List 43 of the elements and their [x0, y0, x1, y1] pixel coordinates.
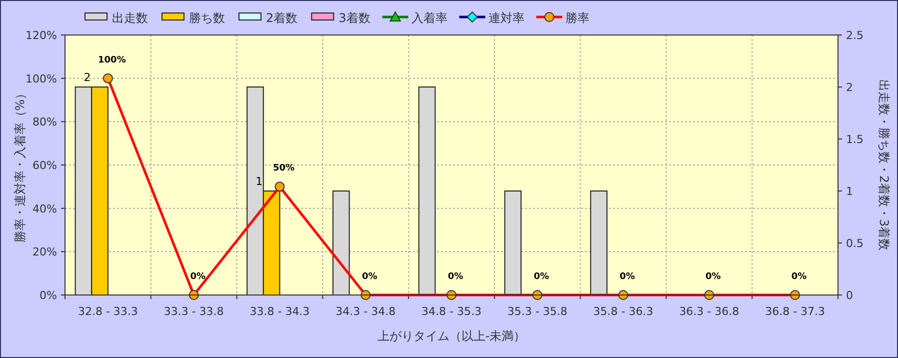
y2-tick-label: 0.5: [846, 237, 864, 250]
data-label: 100%: [98, 55, 126, 66]
data-label: 0%: [362, 272, 378, 282]
x-tick-label: 33.8 - 34.3: [250, 305, 310, 318]
legend-label: 勝ち数: [189, 11, 225, 25]
legend-label: 3着数: [338, 11, 370, 25]
data-label: 0%: [190, 272, 206, 282]
data-label: 0%: [706, 272, 721, 282]
y-tick-label: 60%: [32, 159, 57, 172]
y-tick-label: 80%: [32, 116, 57, 129]
legend-label: 入着率: [411, 11, 448, 25]
x-tick-label: 36.3 - 36.8: [679, 305, 740, 318]
x-tick-label: 34.8 - 35.3: [422, 305, 482, 318]
legend-label: 連対率: [488, 11, 524, 25]
data-label: 0%: [620, 272, 635, 282]
y-tick-label: 100%: [26, 72, 57, 86]
y2-tick-label: 2: [846, 81, 853, 94]
legend-label: 2着数: [266, 11, 298, 25]
y2-tick-label: 1: [846, 185, 853, 198]
y-tick-label: 120%: [26, 29, 57, 42]
data-label: 0%: [448, 272, 464, 282]
x-tick-label: 33.3 - 33.8: [164, 305, 224, 318]
data-label: 2: [84, 71, 91, 84]
y-tick-label: 0%: [40, 289, 57, 302]
x-tick-label: 36.8 - 37.3: [765, 305, 826, 318]
y2-tick-label: 0: [846, 289, 853, 302]
x-axis-title: 上がりタイム（以上-未満）: [377, 329, 526, 343]
data-label: 0%: [534, 272, 550, 282]
y-axis-title: 勝率・連対率・入着率（%）: [13, 87, 27, 243]
y2-axis-title: 出走数・勝ち数・2着数・3着数: [877, 79, 891, 251]
x-tick-label: 32.8 - 33.3: [78, 305, 138, 318]
y-tick-label: 40%: [32, 202, 57, 216]
y2-tick-label: 1.5: [846, 133, 864, 146]
data-label: 50%: [272, 164, 294, 174]
y2-tick-label: 2.5: [846, 29, 864, 42]
legend-label: 出走数: [112, 11, 148, 25]
x-tick-label: 35.3 - 35.8: [507, 305, 568, 318]
x-tick-label: 34.3 - 34.8: [336, 305, 396, 318]
data-label: 0%: [791, 272, 807, 282]
y-tick-label: 20%: [32, 246, 57, 259]
legend-label: 勝率: [565, 11, 590, 25]
data-label: 1: [256, 175, 263, 188]
x-tick-label: 35.8 - 36.3: [593, 305, 654, 318]
